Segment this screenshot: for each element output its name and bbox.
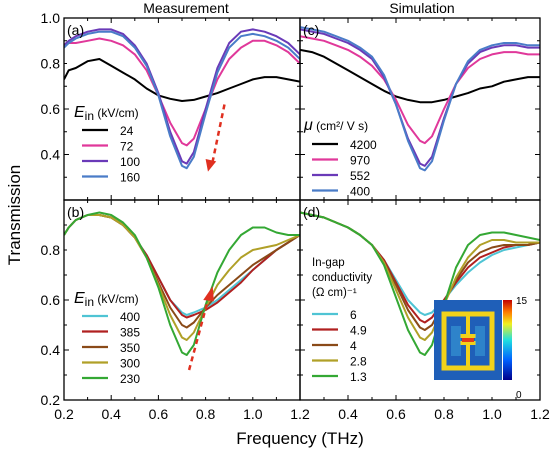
panel-a-legend-entry: 100 — [120, 155, 140, 169]
panel-a-y-tick-label: 0.4 — [41, 147, 61, 163]
column-title-simulation: Simulation — [389, 0, 454, 16]
panel-b-series-350-line — [64, 214, 300, 329]
x-axis-label: Frequency (THz) — [236, 429, 364, 448]
panel-d-x-tick-label: 0.6 — [386, 406, 406, 422]
panel-c-label: (c) — [303, 22, 319, 38]
panel-d-legend-title: conductivity — [312, 272, 372, 284]
panel-d: 0.4 0.6 0.8 1.0 1.2 (d) In-gap conductivity (Ω c… — [299, 199, 550, 422]
panel-a-legend-title: Ein (kV/cm) — [74, 104, 139, 123]
panel-d-series-1.3-line — [300, 211, 540, 356]
panel-b-x-tick-label: 1.2 — [290, 406, 310, 422]
panel-b: 0.2 0.4 0.6 0.8 0.2 0.4 0.6 0.8 1.0 1.2 (b) Ein (kV… — [41, 199, 310, 422]
panel-a-series-24-line — [64, 58, 300, 102]
panel-d-legend-title: In-gap — [312, 257, 345, 269]
y-axis-label: Transmission — [5, 165, 24, 265]
panel-b-legend-entry: 300 — [120, 357, 140, 371]
panel-a-y-tick-label: 1.0 — [41, 10, 61, 26]
panel-d-x-tick-label: 0.8 — [434, 406, 454, 422]
panel-b-x-tick-label: 0.4 — [101, 406, 121, 422]
panel-c-series-400-line — [300, 26, 540, 172]
panel-b-x-tick-label: 0.6 — [149, 406, 169, 422]
panel-b-x-tick-label: 0.8 — [196, 406, 216, 422]
inset-colorbar — [503, 300, 512, 380]
panel-a-trend-arrowhead — [205, 159, 217, 172]
panel-c-legend-entry: 400 — [350, 185, 370, 199]
panel-a-label: (a) — [67, 22, 84, 38]
panel-b-legend-entry: 385 — [120, 326, 140, 340]
panel-c-legend-entry: 4200 — [350, 138, 377, 152]
panel-b-y-tick-label: 0.8 — [41, 242, 61, 258]
panel-d-legend-entry: 4 — [350, 339, 357, 353]
panel-c-legend-title: μ (cm²/ V s) — [303, 117, 368, 134]
panel-b-trend-arrow — [187, 299, 210, 371]
panel-c-series-970-line — [300, 35, 540, 145]
panel-a-legend-entry: 24 — [120, 124, 134, 138]
panel-d-x-tick-label: 1.2 — [530, 406, 550, 422]
panel-b-series-230-line — [64, 211, 300, 356]
panel-b-series-300-line — [64, 214, 300, 341]
panel-b-x-tick-label: 0.2 — [54, 406, 74, 422]
panel-b-y-tick-label: 0.2 — [41, 392, 61, 408]
panel-a-series-160-line — [64, 30, 300, 170]
panel-a-y-tick-label: 0.6 — [41, 101, 61, 117]
panel-b-legend-title: Ein (kV/cm) — [74, 290, 139, 309]
panel-a-y-tick-label: 0.8 — [41, 56, 61, 72]
panel-b-label: (b) — [67, 204, 84, 220]
panel-b-trend-arrowhead — [203, 286, 214, 302]
inset-field-map — [434, 300, 502, 380]
panel-d-legend-entry: 1.3 — [350, 370, 367, 384]
panel-c-legend-entry: 552 — [350, 169, 370, 183]
inset-colorbar-min-label: 0 — [516, 390, 522, 401]
column-title-measurement: Measurement — [143, 0, 229, 16]
panel-d-x-tick-label: 1.0 — [482, 406, 502, 422]
panel-b-legend-entry: 350 — [120, 341, 140, 355]
panel-b-x-tick-label: 1.0 — [243, 406, 263, 422]
panel-c-legend-entry: 970 — [350, 154, 370, 168]
panel-a-legend-entry: 160 — [120, 171, 140, 185]
panel-a-trend-arrow — [211, 104, 226, 162]
panel-b-legend-entry: 230 — [120, 372, 140, 386]
panel-d-legend-entry: 4.9 — [350, 324, 367, 338]
panel-c-series-552-line — [300, 28, 540, 167]
panel-c-series-4200-line — [300, 48, 540, 104]
panel-a-series-72-line — [64, 37, 300, 147]
inset-colorbar-max-label: 15 — [516, 296, 528, 307]
panel-d-label: (d) — [303, 204, 320, 220]
panel-b-y-tick-label: 0.6 — [41, 292, 61, 308]
panel-d-x-tick-label: 0.4 — [338, 406, 358, 422]
panel-a-series-100-line — [64, 28, 300, 165]
panel-b-y-tick-label: 0.4 — [41, 342, 61, 358]
panel-d-legend-entry: 6 — [350, 308, 357, 322]
panel-b-legend-entry: 400 — [120, 310, 140, 324]
panel-d-legend-title: (Ω cm)⁻¹ — [312, 287, 357, 299]
panel-d-legend-entry: 2.8 — [350, 355, 367, 369]
panel-a-legend-entry: 72 — [120, 140, 134, 154]
